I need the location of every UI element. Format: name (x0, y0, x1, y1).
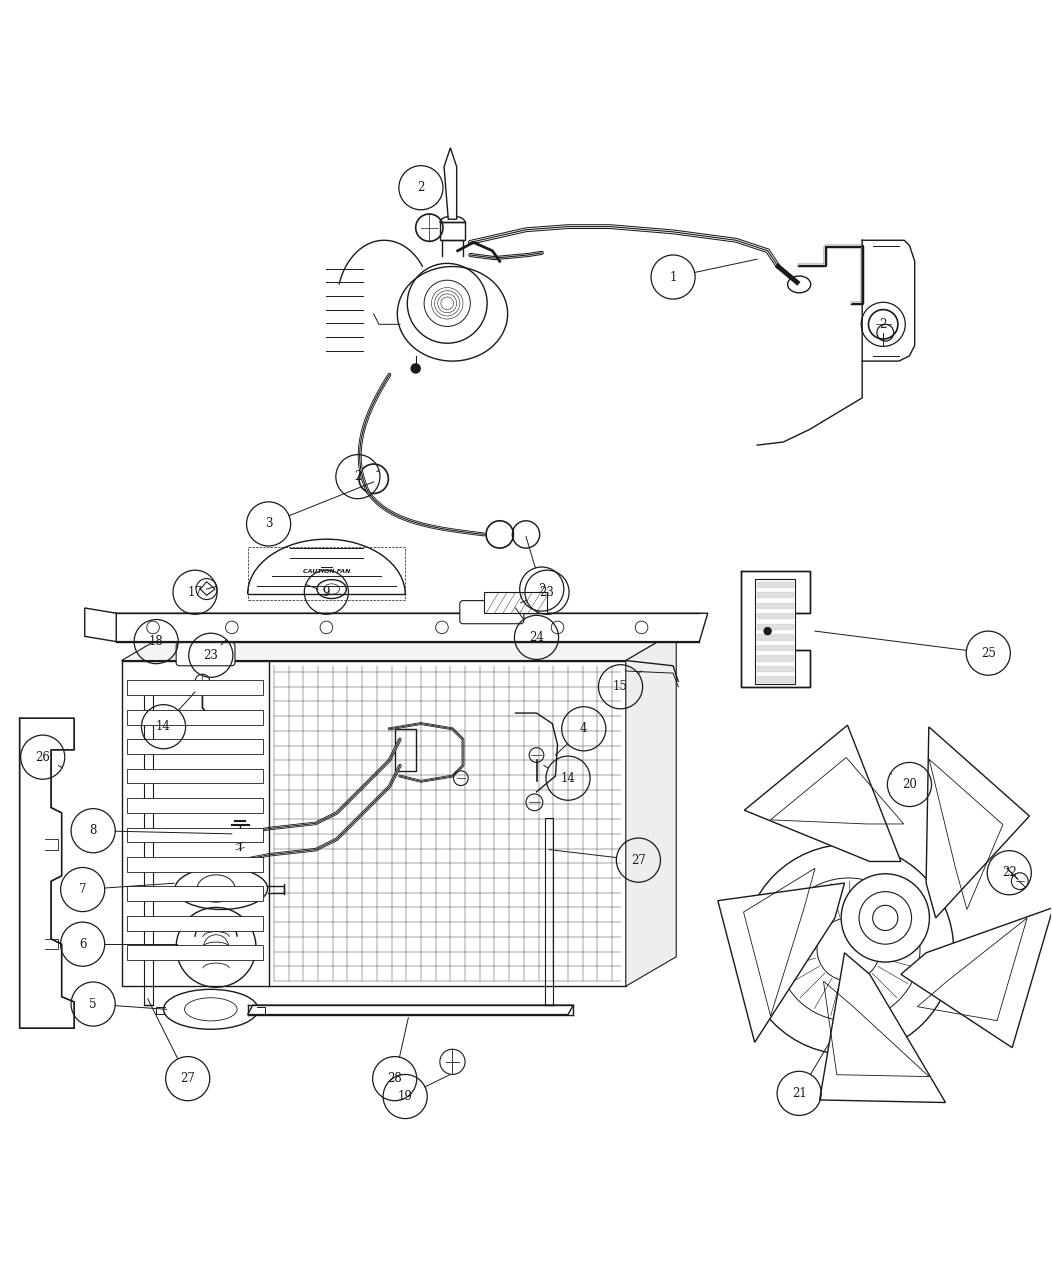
Polygon shape (901, 908, 1052, 1048)
Text: 23: 23 (203, 648, 218, 661)
Text: 1: 1 (669, 271, 676, 284)
Polygon shape (717, 883, 845, 1042)
Text: 2: 2 (538, 582, 545, 596)
Polygon shape (742, 572, 810, 687)
Polygon shape (745, 725, 901, 862)
Text: 25: 25 (980, 647, 995, 660)
Polygon shape (394, 729, 416, 771)
Text: 28: 28 (387, 1072, 402, 1085)
Text: 19: 19 (398, 1090, 412, 1102)
FancyBboxPatch shape (460, 601, 524, 624)
Text: CAUTION FAN: CAUTION FAN (303, 569, 350, 574)
Text: 27: 27 (631, 853, 646, 867)
Text: 6: 6 (79, 938, 86, 950)
Polygon shape (247, 1005, 573, 1014)
Polygon shape (127, 798, 263, 813)
Text: 3: 3 (265, 518, 272, 531)
Text: 26: 26 (36, 751, 50, 764)
Text: 5: 5 (89, 998, 97, 1010)
Polygon shape (444, 148, 457, 219)
Text: 2: 2 (879, 317, 887, 331)
Text: 20: 20 (902, 778, 917, 790)
Polygon shape (127, 857, 263, 872)
Polygon shape (127, 828, 263, 843)
Polygon shape (127, 739, 263, 755)
Polygon shape (127, 680, 263, 696)
Polygon shape (926, 726, 1030, 918)
Polygon shape (127, 945, 263, 961)
Polygon shape (127, 916, 263, 931)
Text: 22: 22 (1002, 866, 1016, 879)
Polygon shape (85, 608, 117, 642)
Circle shape (410, 363, 421, 373)
Text: 17: 17 (187, 586, 202, 599)
Circle shape (764, 627, 772, 636)
Text: 2: 2 (355, 471, 362, 483)
Polygon shape (122, 631, 676, 660)
Polygon shape (440, 223, 465, 240)
Text: 27: 27 (180, 1072, 195, 1085)
Text: 4: 4 (580, 723, 587, 735)
Circle shape (842, 874, 929, 962)
Circle shape (173, 637, 181, 646)
Text: 18: 18 (148, 636, 163, 648)
FancyBboxPatch shape (176, 642, 235, 666)
Polygon shape (626, 631, 676, 986)
Text: 7: 7 (79, 883, 86, 897)
Text: 15: 15 (613, 680, 628, 693)
Bar (755, 578, 795, 684)
Text: 9: 9 (323, 586, 330, 599)
Text: 14: 14 (156, 720, 171, 733)
Text: 14: 14 (561, 771, 575, 785)
Polygon shape (112, 613, 708, 642)
Text: 8: 8 (89, 824, 97, 838)
Text: 24: 24 (529, 631, 544, 643)
Text: 23: 23 (540, 586, 554, 599)
Polygon shape (20, 719, 75, 1028)
Polygon shape (545, 819, 553, 1005)
Text: 2: 2 (418, 182, 425, 194)
Polygon shape (143, 682, 153, 1005)
Text: 21: 21 (792, 1087, 807, 1100)
Polygon shape (127, 769, 263, 784)
Bar (484, 592, 547, 613)
Polygon shape (820, 953, 946, 1102)
Polygon shape (127, 886, 263, 902)
Polygon shape (127, 710, 263, 725)
